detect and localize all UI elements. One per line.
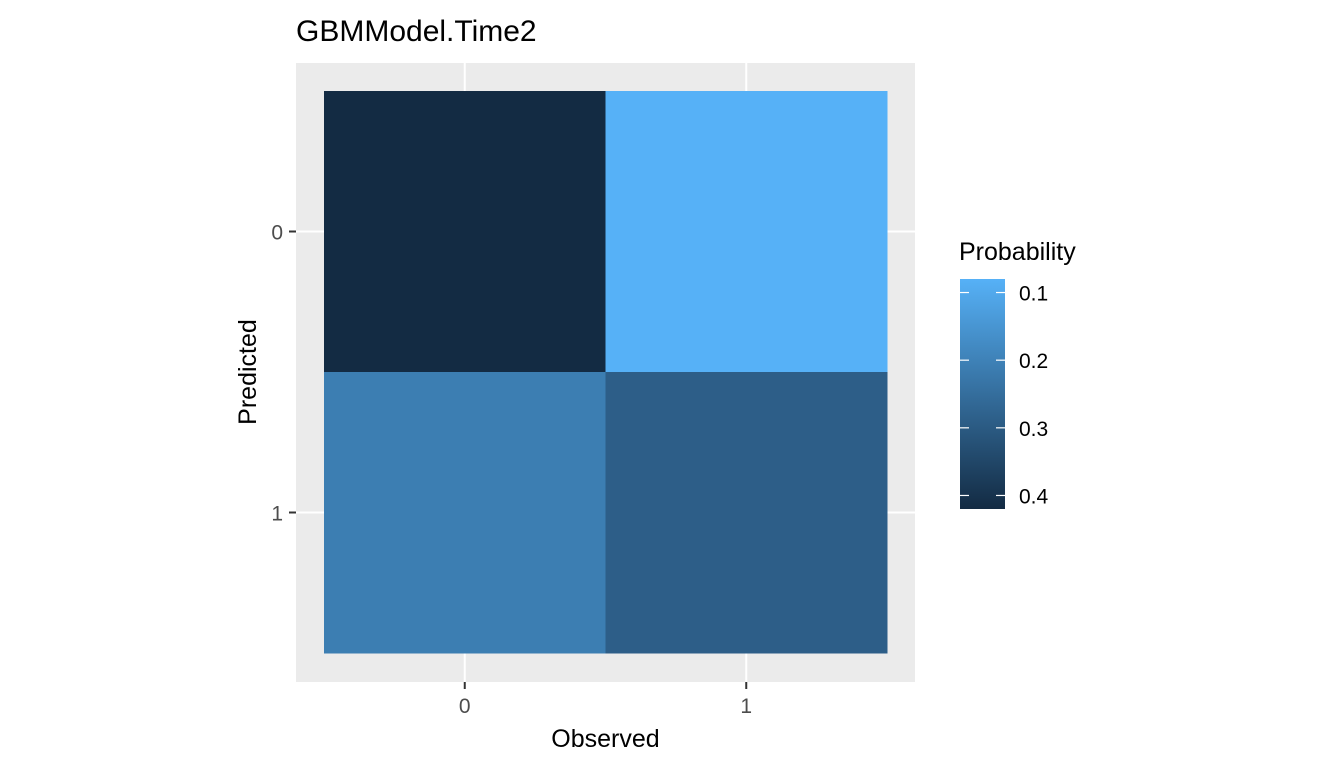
x-tick-label: 1 [740,695,752,718]
legend-ticks: 0.1 0.2 0.3 0.4 [960,283,1049,508]
y-tick-label: 0 [271,222,283,245]
heatmap-cell-obs1-pred0 [605,91,888,373]
legend-tick-label: 0.4 [1019,485,1049,508]
x-tick-label: 0 [459,695,471,718]
chart-title: GBMModel.Time2 [296,15,537,48]
heatmap-cell-obs1-pred1 [605,372,888,654]
legend-tick-label: 0.1 [1019,283,1048,306]
legend-tick-label: 0.2 [1019,350,1048,373]
legend-tick-label: 0.3 [1019,418,1048,441]
y-axis-title: Predicted [234,319,262,425]
legend-colorbar [960,279,1005,509]
x-axis-title: Observed [551,725,659,753]
legend-title: Probability [959,238,1076,266]
heatmap-cells [324,91,888,654]
heatmap-cell-obs0-pred1 [324,372,606,654]
y-tick-label: 1 [271,503,283,526]
y-axis-ticks: 01 [271,222,296,526]
heatmap-cell-obs0-pred0 [324,91,606,373]
